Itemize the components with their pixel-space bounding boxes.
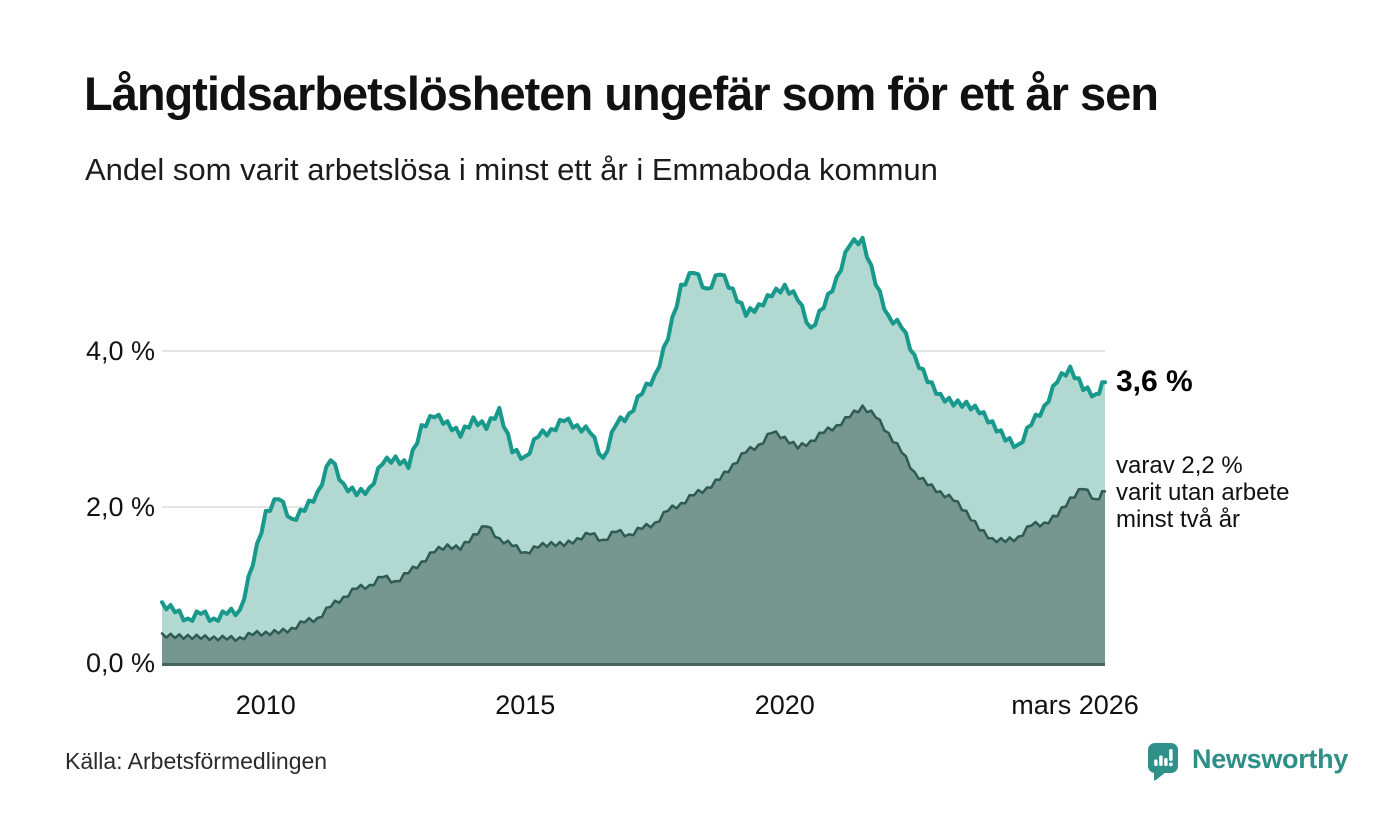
newsworthy-logo-icon: [1148, 743, 1178, 781]
y-axis-label: 2,0 %: [85, 491, 155, 522]
secondary-annotation-line: varav 2,2 %: [1116, 452, 1243, 479]
chart-subtitle: Andel som varit arbetslösa i minst ett å…: [85, 152, 938, 187]
y-axis-label: 4,0 %: [85, 335, 155, 366]
x-axis-label: 2010: [235, 690, 296, 720]
secondary-annotation: varav 2,2 % varit utan arbete minst två …: [1116, 452, 1289, 533]
chart-title: Långtidsarbetslösheten ungefär som för e…: [84, 67, 1159, 120]
y-axis-label: 0,0 %: [85, 647, 155, 678]
latest-value-annotation: 3,6 %: [1116, 365, 1193, 398]
series-area-1: [162, 405, 1105, 663]
newsworthy-logo-text: Newsworthy: [1192, 744, 1349, 774]
series-line-0: [160, 235, 1107, 623]
x-axis-label: 2020: [754, 690, 815, 720]
source-label: Källa: Arbetsförmedlingen: [65, 748, 328, 774]
x-axis-label: 2015: [495, 690, 556, 720]
newsworthy-logo: Newsworthy: [1147, 742, 1348, 782]
x-axis-label: mars 2026: [1011, 690, 1139, 720]
series-line-1: [160, 404, 1107, 643]
secondary-annotation-line: varit utan arbete: [1116, 479, 1290, 506]
secondary-annotation-line: minst två år: [1116, 506, 1241, 533]
